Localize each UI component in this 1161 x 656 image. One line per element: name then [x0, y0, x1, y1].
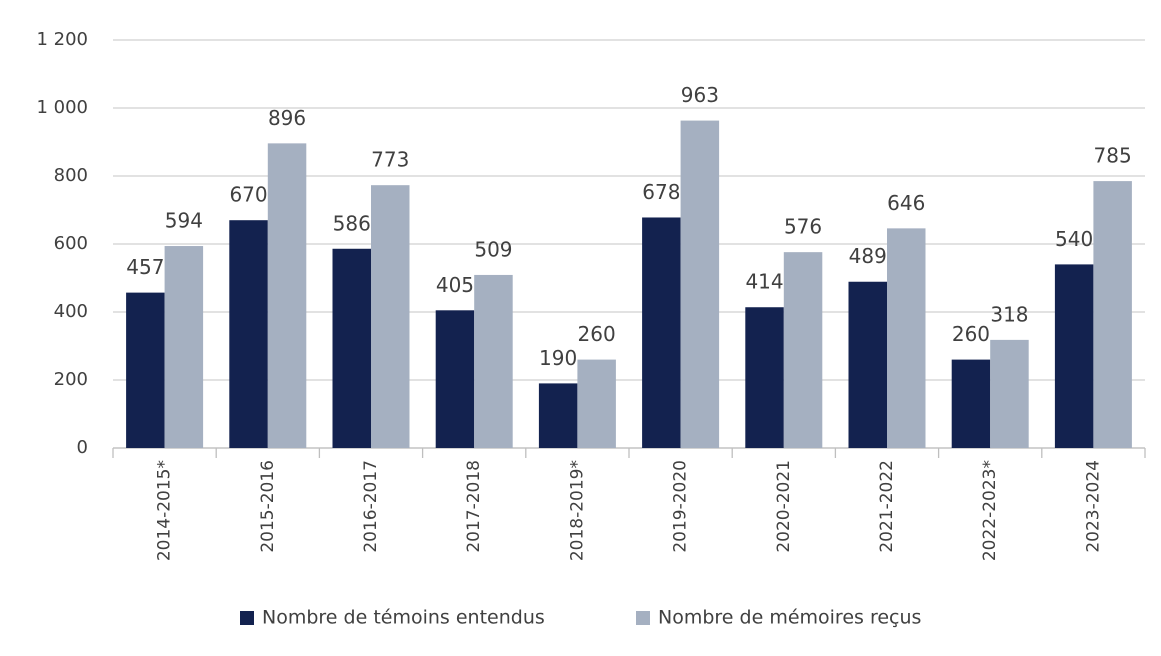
value-label: 489 — [849, 244, 887, 268]
legend-swatch — [240, 611, 254, 625]
y-tick-label: 400 — [54, 301, 88, 322]
value-label: 509 — [474, 237, 512, 261]
x-tick-label: 2023-2024 — [1083, 460, 1103, 553]
bar — [229, 220, 268, 448]
x-tick-label: 2016-2017 — [361, 460, 381, 553]
bar — [267, 143, 307, 449]
bar — [126, 292, 165, 448]
value-label: 576 — [784, 215, 822, 239]
bar — [951, 359, 991, 448]
x-tick-label: 2019-2020 — [671, 460, 691, 553]
legend-label: Nombre de témoins entendus — [262, 607, 545, 629]
bar — [642, 217, 681, 448]
value-label: 670 — [229, 183, 267, 207]
value-label: 594 — [165, 209, 203, 233]
legend-label: Nombre de mémoires reçus — [658, 607, 921, 629]
bar — [1093, 181, 1132, 448]
y-tick-label: 800 — [54, 165, 88, 186]
value-label: 190 — [539, 346, 577, 370]
value-label: 405 — [436, 273, 474, 297]
value-label: 773 — [371, 148, 409, 172]
value-label: 963 — [681, 83, 719, 107]
value-label: 678 — [642, 180, 680, 204]
value-label: 646 — [887, 191, 925, 215]
value-label: 785 — [1094, 144, 1132, 168]
bar — [474, 274, 513, 448]
bar — [371, 185, 410, 448]
bar — [332, 248, 371, 448]
value-label: 260 — [578, 322, 616, 346]
y-tick-label: 200 — [54, 369, 88, 390]
bar — [783, 252, 823, 448]
legend-swatch — [636, 611, 650, 625]
bar — [745, 307, 784, 448]
bar — [1054, 264, 1094, 448]
bar — [848, 281, 887, 448]
y-tick-label: 0 — [77, 437, 88, 458]
value-label: 318 — [990, 302, 1028, 326]
x-tick-label: 2015-2016 — [258, 460, 278, 553]
y-tick-label: 600 — [54, 233, 88, 254]
bar — [680, 120, 720, 448]
value-label: 586 — [333, 211, 371, 235]
value-label: 260 — [952, 322, 990, 346]
x-tick-label: 2020-2021 — [774, 460, 794, 553]
bar — [164, 246, 204, 448]
value-label: 457 — [126, 255, 164, 279]
bar — [887, 228, 926, 448]
value-label: 414 — [745, 270, 783, 294]
x-tick-label: 2022-2023* — [980, 460, 1000, 561]
y-tick-label: 1 000 — [36, 97, 88, 118]
x-tick-label: 2018-2019* — [567, 460, 587, 561]
y-tick-label: 1 200 — [36, 29, 88, 50]
value-label: 540 — [1055, 227, 1093, 251]
x-tick-label: 2017-2018 — [464, 460, 484, 553]
x-tick-label: 2014-2015* — [155, 460, 175, 561]
bar — [577, 359, 616, 448]
bar — [435, 310, 475, 448]
x-tick-label: 2021-2022 — [877, 460, 897, 553]
bar — [990, 339, 1029, 448]
value-label: 896 — [268, 106, 306, 130]
bar — [538, 383, 578, 448]
